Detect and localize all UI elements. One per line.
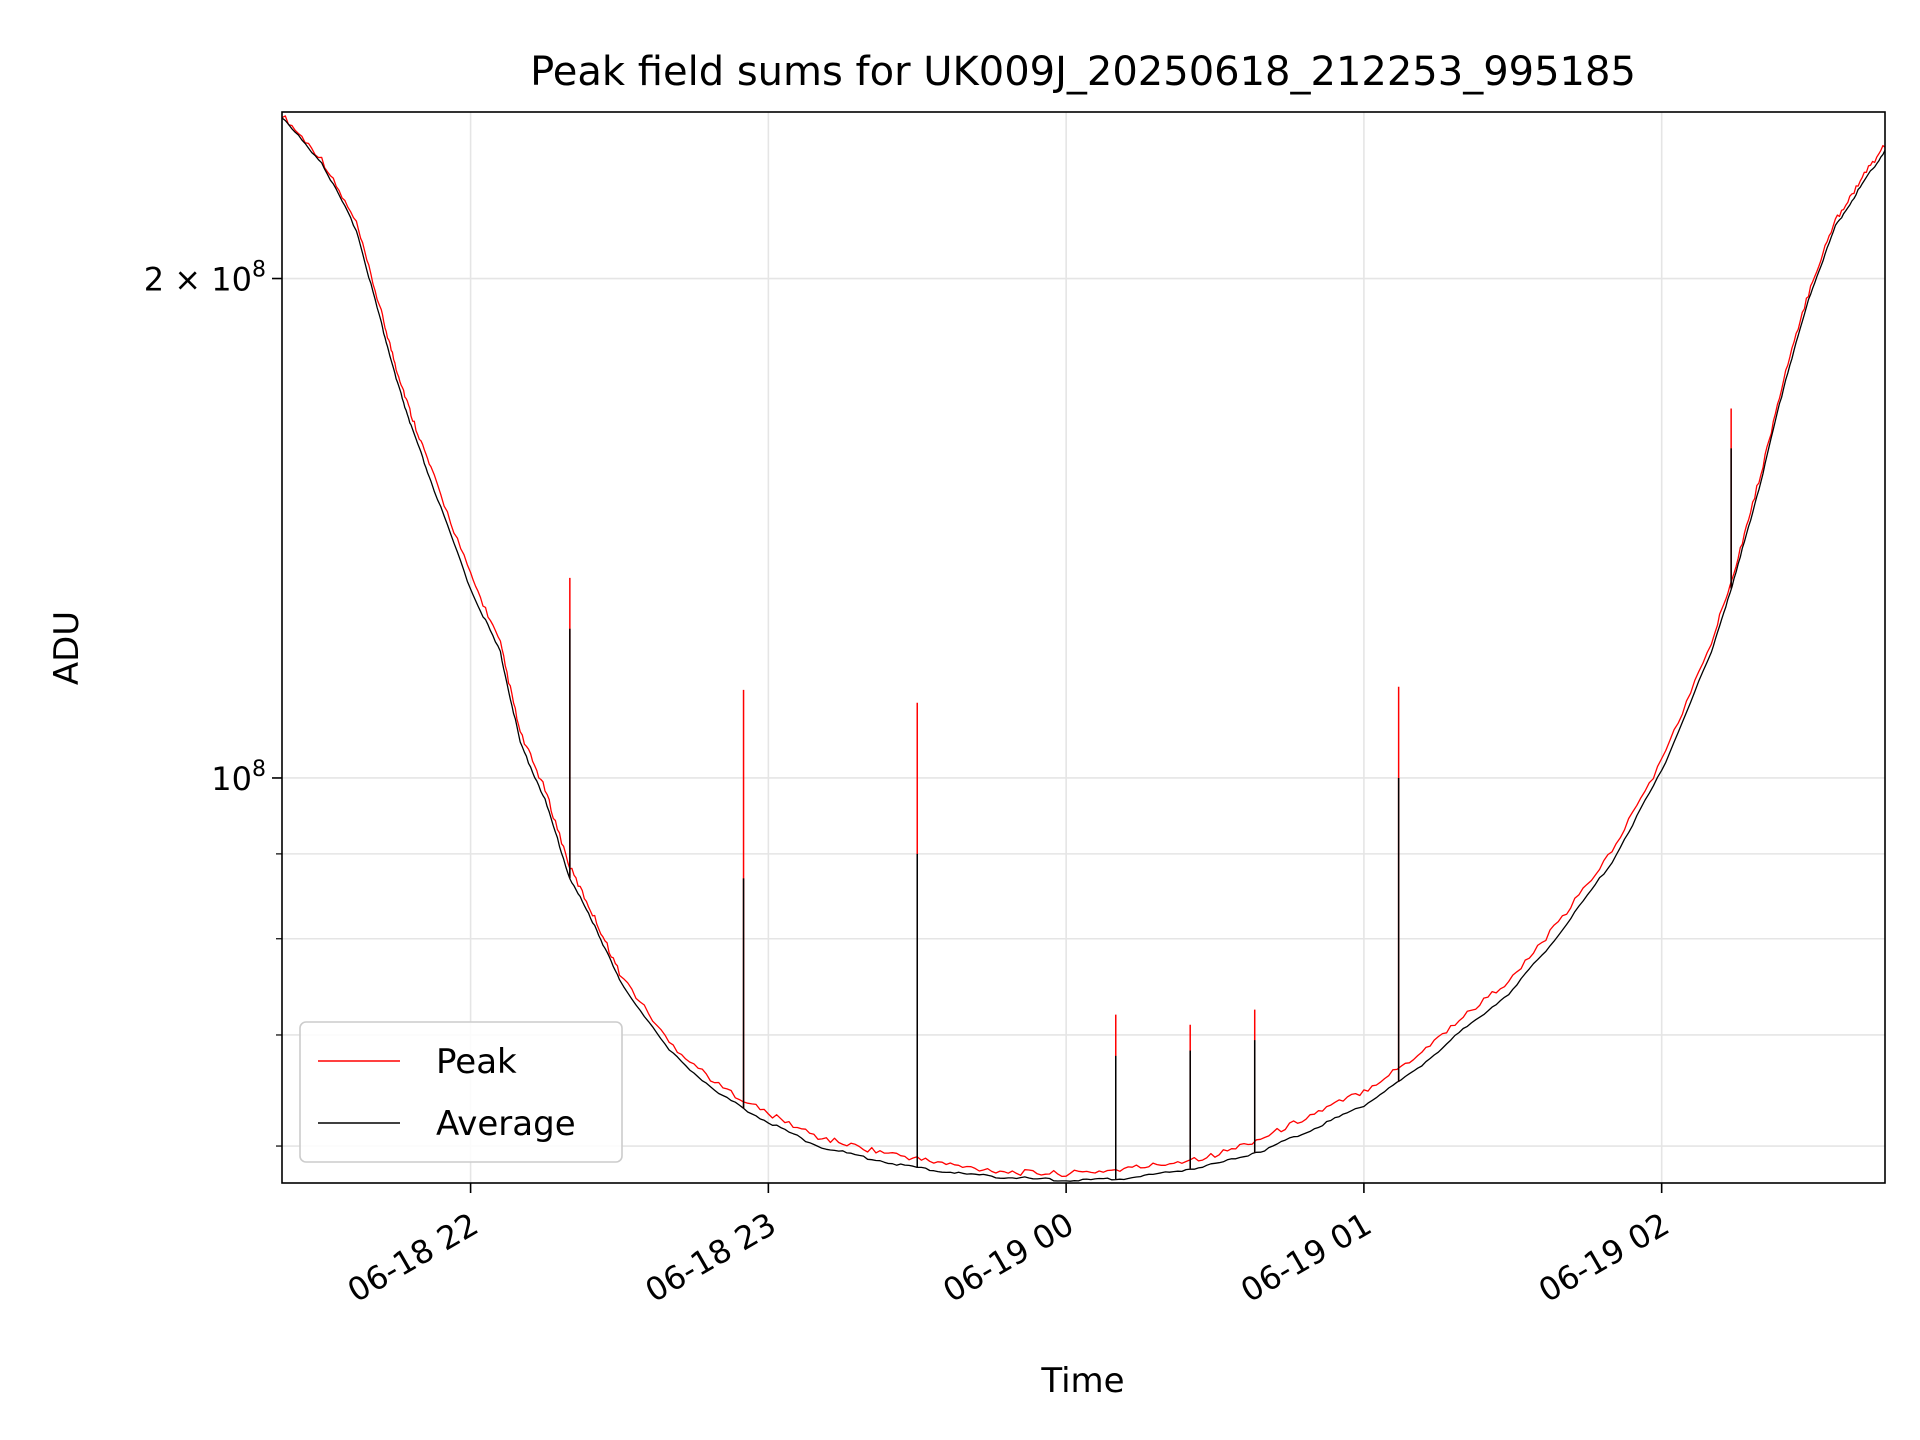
spikes (569, 408, 1732, 1180)
plot-area (281, 115, 1886, 1182)
legend-label-peak: Peak (436, 1042, 517, 1082)
y-tick-exponent: 8 (252, 258, 266, 283)
y-tick-exponent: 8 (252, 757, 266, 782)
y-axis-label: ADU (47, 611, 87, 685)
legend-box (299, 1021, 623, 1163)
legend: Peak Average (299, 1021, 623, 1163)
series-line-average (281, 117, 1886, 1182)
chart-title: Peak field sums for UK009J_20250618_2122… (530, 49, 1636, 95)
x-axis-label: Time (1040, 1361, 1124, 1401)
series-line-peak (281, 115, 1886, 1178)
legend-label-average: Average (436, 1104, 576, 1144)
axes-frame (281, 111, 1886, 1184)
y-tick-label: 2 × 108 (144, 258, 266, 299)
grid (282, 112, 1885, 1183)
